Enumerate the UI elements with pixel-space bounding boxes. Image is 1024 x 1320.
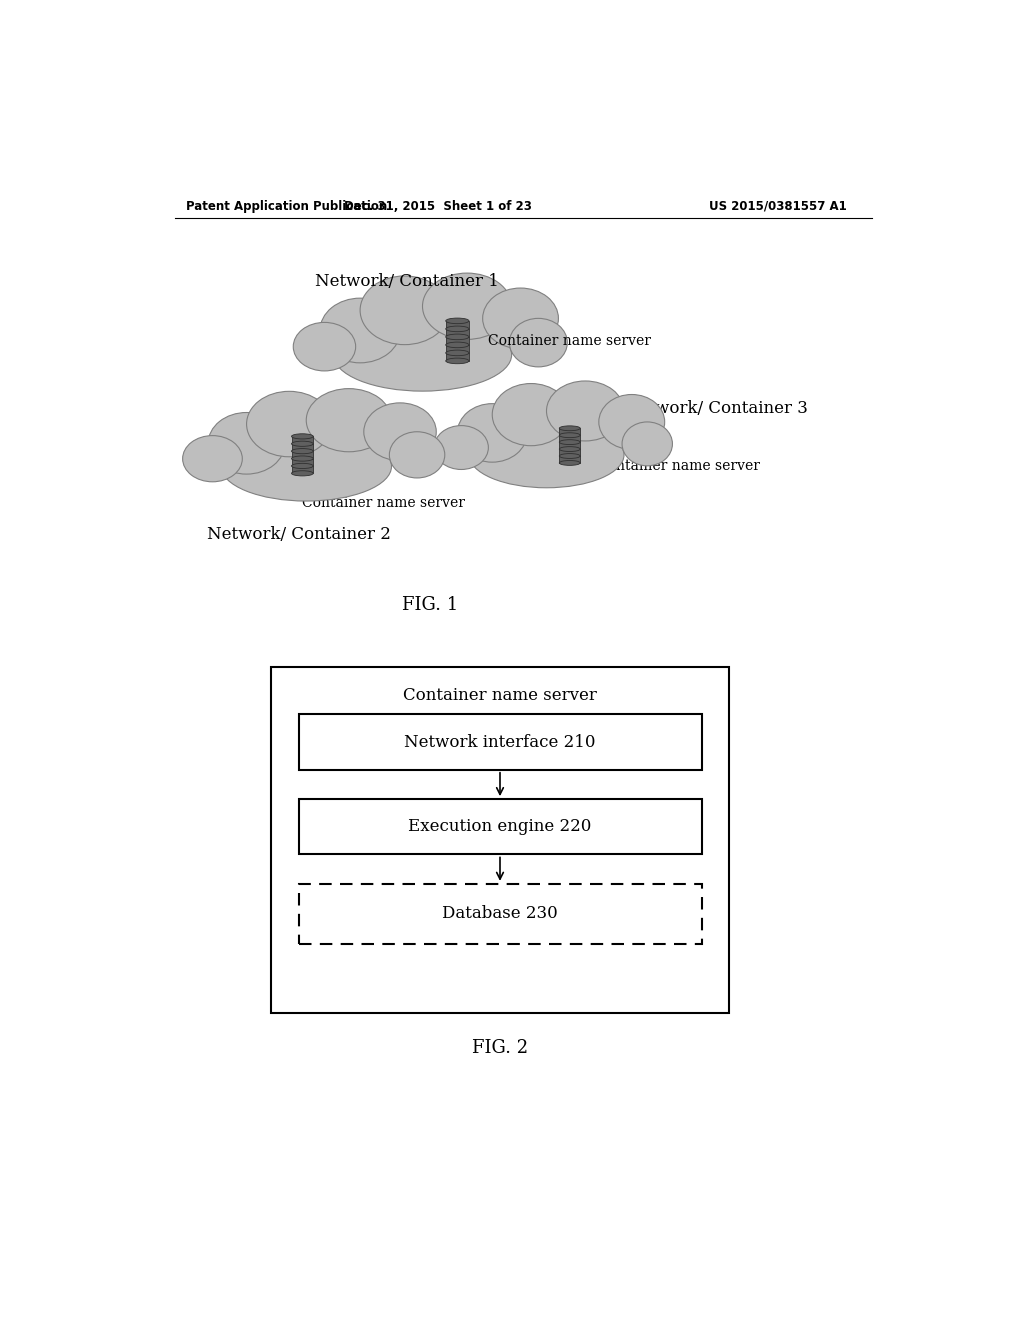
- Ellipse shape: [293, 322, 355, 371]
- Ellipse shape: [292, 434, 313, 440]
- Ellipse shape: [445, 318, 469, 323]
- Ellipse shape: [509, 318, 567, 367]
- Ellipse shape: [292, 449, 313, 454]
- Ellipse shape: [292, 471, 313, 477]
- Bar: [292, 451, 313, 458]
- Ellipse shape: [559, 454, 581, 458]
- Ellipse shape: [559, 440, 581, 445]
- Ellipse shape: [493, 384, 569, 446]
- Bar: [292, 458, 313, 466]
- Ellipse shape: [423, 273, 512, 339]
- Bar: [559, 449, 581, 455]
- Ellipse shape: [559, 461, 581, 466]
- Bar: [271, 667, 729, 1014]
- Ellipse shape: [559, 446, 581, 451]
- Ellipse shape: [182, 436, 243, 482]
- Text: Execution engine 220: Execution engine 220: [409, 818, 592, 836]
- Text: Container name server: Container name server: [302, 496, 465, 511]
- Ellipse shape: [445, 334, 469, 339]
- Ellipse shape: [622, 422, 673, 466]
- Ellipse shape: [445, 350, 469, 355]
- Text: Network/ Container 2: Network/ Container 2: [207, 525, 390, 543]
- Bar: [445, 352, 469, 360]
- Ellipse shape: [364, 403, 436, 461]
- Bar: [292, 466, 313, 474]
- Text: US 2015/0381557 A1: US 2015/0381557 A1: [710, 199, 847, 213]
- Text: FIG. 2: FIG. 2: [472, 1039, 528, 1057]
- Bar: [292, 437, 313, 444]
- Ellipse shape: [445, 358, 469, 364]
- Bar: [559, 436, 581, 442]
- Ellipse shape: [221, 432, 391, 502]
- Bar: [299, 799, 701, 854]
- Ellipse shape: [482, 288, 558, 348]
- Ellipse shape: [389, 432, 444, 478]
- Text: Patent Application Publication: Patent Application Publication: [186, 199, 387, 213]
- Text: FIG. 1: FIG. 1: [402, 597, 459, 614]
- Ellipse shape: [334, 318, 512, 391]
- Text: Database 230: Database 230: [442, 906, 558, 923]
- Ellipse shape: [559, 433, 581, 438]
- Bar: [292, 444, 313, 451]
- Ellipse shape: [559, 426, 581, 430]
- Text: Network/ Container 3: Network/ Container 3: [624, 400, 808, 417]
- Ellipse shape: [458, 404, 527, 462]
- Text: Container name server: Container name server: [488, 334, 651, 348]
- Ellipse shape: [434, 425, 488, 470]
- Bar: [299, 884, 701, 944]
- Ellipse shape: [306, 388, 391, 451]
- Bar: [559, 442, 581, 449]
- Bar: [299, 714, 701, 770]
- Ellipse shape: [360, 276, 450, 345]
- Bar: [445, 345, 469, 352]
- Text: Dec. 31, 2015  Sheet 1 of 23: Dec. 31, 2015 Sheet 1 of 23: [344, 199, 531, 213]
- Bar: [445, 337, 469, 345]
- Ellipse shape: [547, 381, 624, 441]
- Text: Network/ Container 1: Network/ Container 1: [315, 273, 499, 290]
- Ellipse shape: [445, 342, 469, 347]
- Ellipse shape: [469, 422, 624, 488]
- Text: Container name server: Container name server: [403, 688, 597, 705]
- Ellipse shape: [292, 455, 313, 461]
- Ellipse shape: [292, 463, 313, 469]
- Text: Network interface 210: Network interface 210: [404, 734, 596, 751]
- Bar: [445, 321, 469, 329]
- Ellipse shape: [445, 326, 469, 331]
- Ellipse shape: [321, 298, 400, 363]
- Ellipse shape: [292, 441, 313, 446]
- Ellipse shape: [208, 413, 285, 474]
- Bar: [559, 455, 581, 463]
- Ellipse shape: [599, 395, 665, 449]
- Bar: [559, 428, 581, 436]
- Text: Container name server: Container name server: [597, 459, 760, 474]
- Ellipse shape: [247, 391, 332, 457]
- Bar: [445, 329, 469, 337]
